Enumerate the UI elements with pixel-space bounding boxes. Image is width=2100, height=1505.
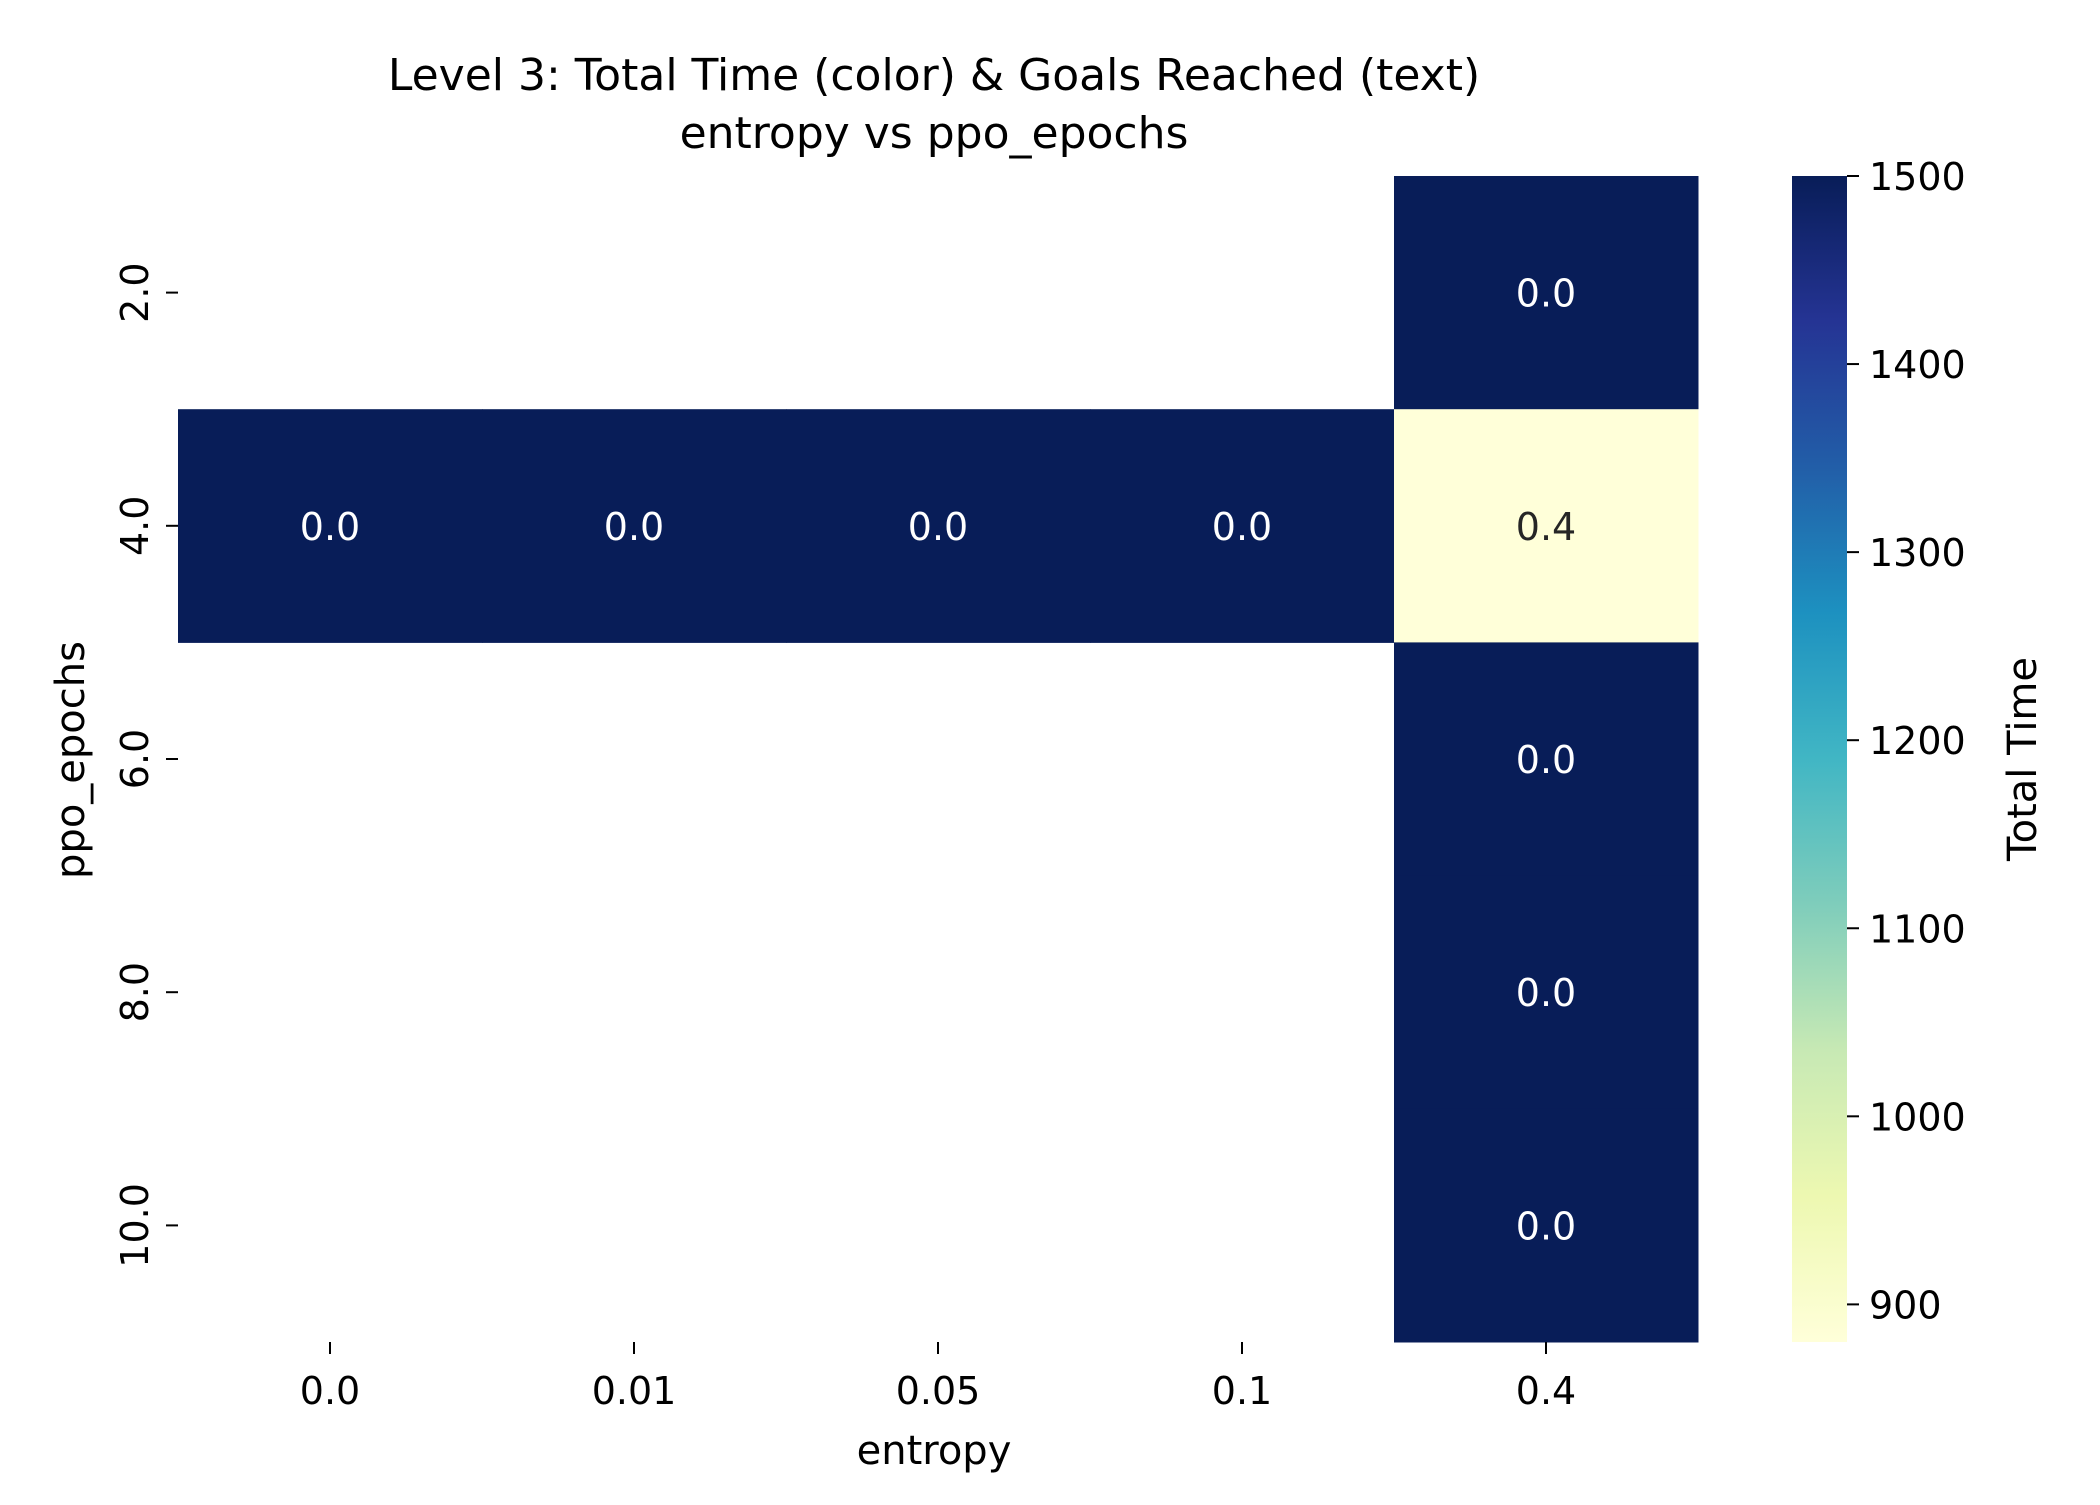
heatmap-cell [1394,1108,1699,1343]
colorbar-tick-label: 1000 [1869,1095,1966,1139]
x-tick-label: 0.01 [592,1369,677,1413]
cell-annotation: 0.0 [908,505,968,549]
heatmap-cell [1394,176,1699,410]
colorbar-tick-label: 1400 [1869,343,1966,387]
colorbar-label: Total Time [2000,657,2046,862]
heatmap-cell [1394,642,1699,877]
cell-annotation: 0.0 [300,505,360,549]
chart-title: Level 3: Total Time (color) & Goals Reac… [388,50,1480,101]
heatmap-cell [482,409,787,643]
cell-annotation: 0.0 [1516,738,1576,782]
y-axis: 2.0 4.0 6.0 8.0 10.0 [113,262,178,1268]
y-tick-label: 2.0 [113,262,157,322]
y-tick-label: 10.0 [113,1183,157,1268]
heatmap-cell [1394,875,1699,1110]
colorbar [1792,176,1847,1342]
heatmap-cells [178,176,1699,1343]
cell-annotation: 0.0 [1516,1204,1576,1248]
colorbar-tick-label: 1200 [1869,719,1966,763]
y-tick-label: 4.0 [113,496,157,556]
cell-annotation: 0.0 [604,505,664,549]
x-axis-label: entropy [857,1428,1012,1474]
x-tick-label: 0.05 [896,1369,981,1413]
colorbar-tick-label: 1300 [1869,531,1966,575]
heatmap-cell [786,409,1091,643]
cell-annotations: 0.0 0.0 0.0 0.0 0.0 0.4 0.0 0.0 0.0 [300,272,1576,1249]
cell-annotation: 0.4 [1516,505,1576,549]
cell-annotation: 0.0 [1212,505,1272,549]
x-tick-label: 0.4 [1516,1369,1576,1413]
y-axis-label: ppo_epochs [48,641,94,879]
colorbar-ticks: 900 1000 1100 1200 1300 1400 1500 [1847,155,1966,1327]
heatmap-cell [178,409,483,643]
y-tick-label: 8.0 [113,962,157,1022]
colorbar-tick-label: 900 [1869,1283,1942,1327]
x-tick-label: 0.0 [300,1369,360,1413]
y-tick-label: 6.0 [113,729,157,789]
colorbar-tick-label: 1500 [1869,155,1966,199]
colorbar-tick-label: 1100 [1869,907,1966,951]
chart-subtitle: entropy vs ppo_epochs [680,108,1189,159]
x-tick-label: 0.1 [1212,1369,1272,1413]
heatmap-cell [1394,409,1699,643]
cell-annotation: 0.0 [1516,971,1576,1015]
heatmap-cell [1090,409,1395,643]
x-axis: 0.0 0.01 0.05 0.1 0.4 [300,1342,1576,1413]
cell-annotation: 0.0 [1516,272,1576,316]
